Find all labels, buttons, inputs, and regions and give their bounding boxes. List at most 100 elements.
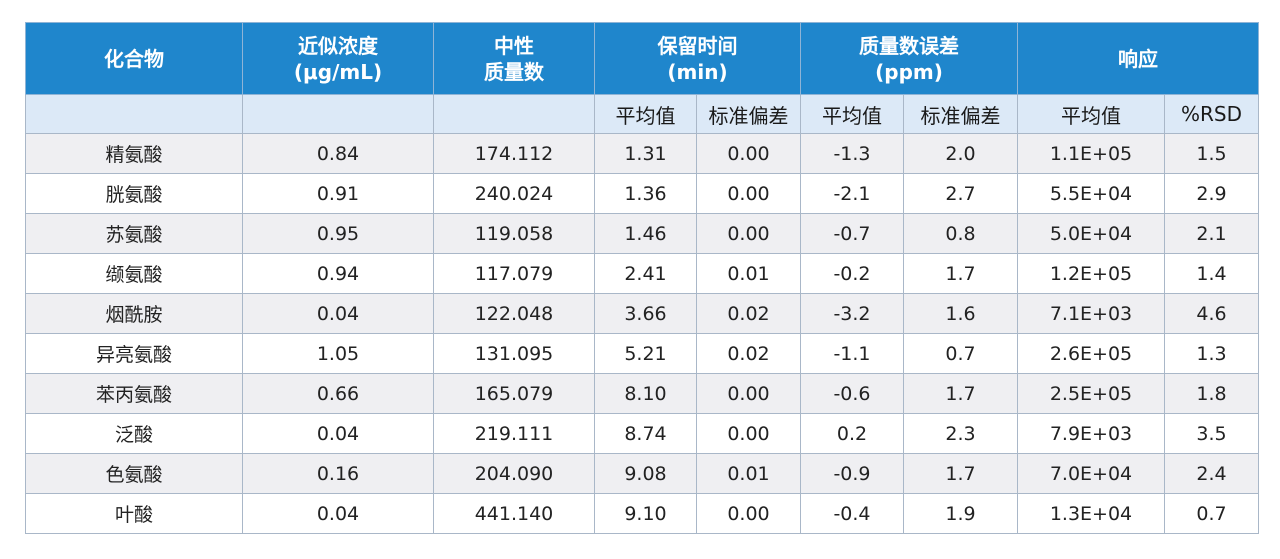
header-compound: 化合物 [25,22,243,95]
cell-compound-name: 泛酸 [25,413,243,454]
table-row: 苏氨酸 0.95 119.058 1.46 0.00 -0.7 0.8 5.0E+04 2.1 [25,213,1259,254]
header-row: 化合物 近似浓度 (μg/mL) 中性 质量数 保留时间 (min) 质量数误差… [25,22,1259,95]
compound-data-table: 化合物 近似浓度 (μg/mL) 中性 质量数 保留时间 (min) 质量数误差… [25,22,1259,534]
cell-err-sd: 1.7 [903,373,1018,414]
cell-compound-name: 苏氨酸 [25,213,243,254]
cell-err-sd: 0.7 [903,333,1018,374]
cell-rt-mean: 1.46 [594,213,697,254]
cell-rt-sd: 0.00 [696,413,801,454]
header-err-line2: (ppm) [875,59,943,84]
cell-rt-sd: 0.00 [696,173,801,214]
cell-resp-rsd: 1.8 [1164,373,1259,414]
cell-concentration: 0.94 [242,253,434,294]
cell-concentration: 0.04 [242,413,434,454]
cell-resp-mean: 2.6E+05 [1017,333,1165,374]
table-row: 缬氨酸 0.94 117.079 2.41 0.01 -0.2 1.7 1.2E+05 1.4 [25,253,1259,294]
cell-resp-mean: 1.1E+05 [1017,133,1165,174]
cell-neutral-mass: 174.112 [433,133,595,174]
cell-err-sd: 1.7 [903,253,1018,294]
cell-resp-rsd: 2.4 [1164,453,1259,494]
cell-rt-sd: 0.00 [696,133,801,174]
subheader-resp-rsd: %RSD [1164,94,1259,134]
cell-err-sd: 2.7 [903,173,1018,214]
cell-err-mean: 0.2 [800,413,904,454]
cell-err-mean: -1.3 [800,133,904,174]
header-rt-line1: 保留时间 [657,33,738,58]
cell-concentration: 0.66 [242,373,434,414]
cell-compound-name: 烟酰胺 [25,293,243,334]
cell-err-mean: -3.2 [800,293,904,334]
cell-neutral-mass: 240.024 [433,173,595,214]
cell-resp-rsd: 0.7 [1164,493,1259,534]
cell-err-mean: -2.1 [800,173,904,214]
cell-err-sd: 1.6 [903,293,1018,334]
cell-compound-name: 苯丙氨酸 [25,373,243,414]
cell-rt-sd: 0.02 [696,293,801,334]
table-row: 苯丙氨酸 0.66 165.079 8.10 0.00 -0.6 1.7 2.5E+05 1.8 [25,373,1259,414]
cell-err-mean: -0.2 [800,253,904,294]
cell-neutral-mass: 204.090 [433,453,595,494]
subheader-rt-sd: 标准偏差 [696,94,801,134]
table-row: 异亮氨酸 1.05 131.095 5.21 0.02 -1.1 0.7 2.6E+05 1.3 [25,333,1259,374]
cell-resp-mean: 1.3E+04 [1017,493,1165,534]
cell-resp-mean: 2.5E+05 [1017,373,1165,414]
cell-neutral-mass: 131.095 [433,333,595,374]
cell-rt-mean: 3.66 [594,293,697,334]
cell-concentration: 0.95 [242,213,434,254]
header-mass-line1: 中性 [494,33,534,58]
cell-compound-name: 精氨酸 [25,133,243,174]
cell-compound-name: 叶酸 [25,493,243,534]
cell-err-sd: 2.0 [903,133,1018,174]
cell-rt-sd: 0.02 [696,333,801,374]
cell-compound-name: 胱氨酸 [25,173,243,214]
cell-resp-rsd: 2.9 [1164,173,1259,214]
cell-err-sd: 0.8 [903,213,1018,254]
cell-resp-mean: 5.5E+04 [1017,173,1165,214]
cell-compound-name: 异亮氨酸 [25,333,243,374]
table-body: 精氨酸 0.84 174.112 1.31 0.00 -1.3 2.0 1.1E+05 1.5 胱… [25,133,1259,534]
subheader-empty-mass [433,94,595,134]
cell-compound-name: 色氨酸 [25,453,243,494]
cell-err-mean: -0.9 [800,453,904,494]
cell-rt-mean: 9.10 [594,493,697,534]
table-row: 泛酸 0.04 219.111 8.74 0.00 0.2 2.3 7.9E+03 3.5 [25,413,1259,454]
subheader-row: 平均值 标准偏差 平均值 标准偏差 平均值 %RSD [25,94,1259,134]
cell-concentration: 0.91 [242,173,434,214]
cell-resp-rsd: 1.3 [1164,333,1259,374]
cell-rt-mean: 5.21 [594,333,697,374]
cell-err-mean: -0.6 [800,373,904,414]
cell-resp-mean: 7.9E+03 [1017,413,1165,454]
data-table-container: 化合物 近似浓度 (μg/mL) 中性 质量数 保留时间 (min) 质量数误差… [25,22,1259,534]
cell-concentration: 0.04 [242,493,434,534]
header-concentration: 近似浓度 (μg/mL) [242,22,434,95]
cell-neutral-mass: 119.058 [433,213,595,254]
cell-concentration: 0.04 [242,293,434,334]
cell-neutral-mass: 441.140 [433,493,595,534]
cell-concentration: 1.05 [242,333,434,374]
cell-resp-mean: 1.2E+05 [1017,253,1165,294]
cell-err-sd: 2.3 [903,413,1018,454]
cell-rt-mean: 2.41 [594,253,697,294]
subheader-empty-concentration [242,94,434,134]
header-neutral-mass: 中性 质量数 [433,22,595,95]
cell-neutral-mass: 122.048 [433,293,595,334]
cell-concentration: 0.16 [242,453,434,494]
subheader-empty-compound [25,94,243,134]
cell-concentration: 0.84 [242,133,434,174]
cell-rt-sd: 0.00 [696,373,801,414]
cell-rt-mean: 8.10 [594,373,697,414]
table-row: 色氨酸 0.16 204.090 9.08 0.01 -0.9 1.7 7.0E+04 2.4 [25,453,1259,494]
cell-err-mean: -0.4 [800,493,904,534]
cell-rt-sd: 0.00 [696,493,801,534]
cell-resp-rsd: 1.5 [1164,133,1259,174]
table-row: 精氨酸 0.84 174.112 1.31 0.00 -1.3 2.0 1.1E+05 1.5 [25,133,1259,174]
cell-rt-mean: 1.31 [594,133,697,174]
cell-rt-sd: 0.00 [696,213,801,254]
cell-rt-mean: 9.08 [594,453,697,494]
header-concentration-line2: (μg/mL) [293,59,383,84]
cell-rt-mean: 8.74 [594,413,697,454]
header-concentration-line1: 近似浓度 [298,33,378,58]
cell-err-sd: 1.7 [903,453,1018,494]
cell-err-sd: 1.9 [903,493,1018,534]
header-mass-error: 质量数误差 (ppm) [800,22,1018,95]
